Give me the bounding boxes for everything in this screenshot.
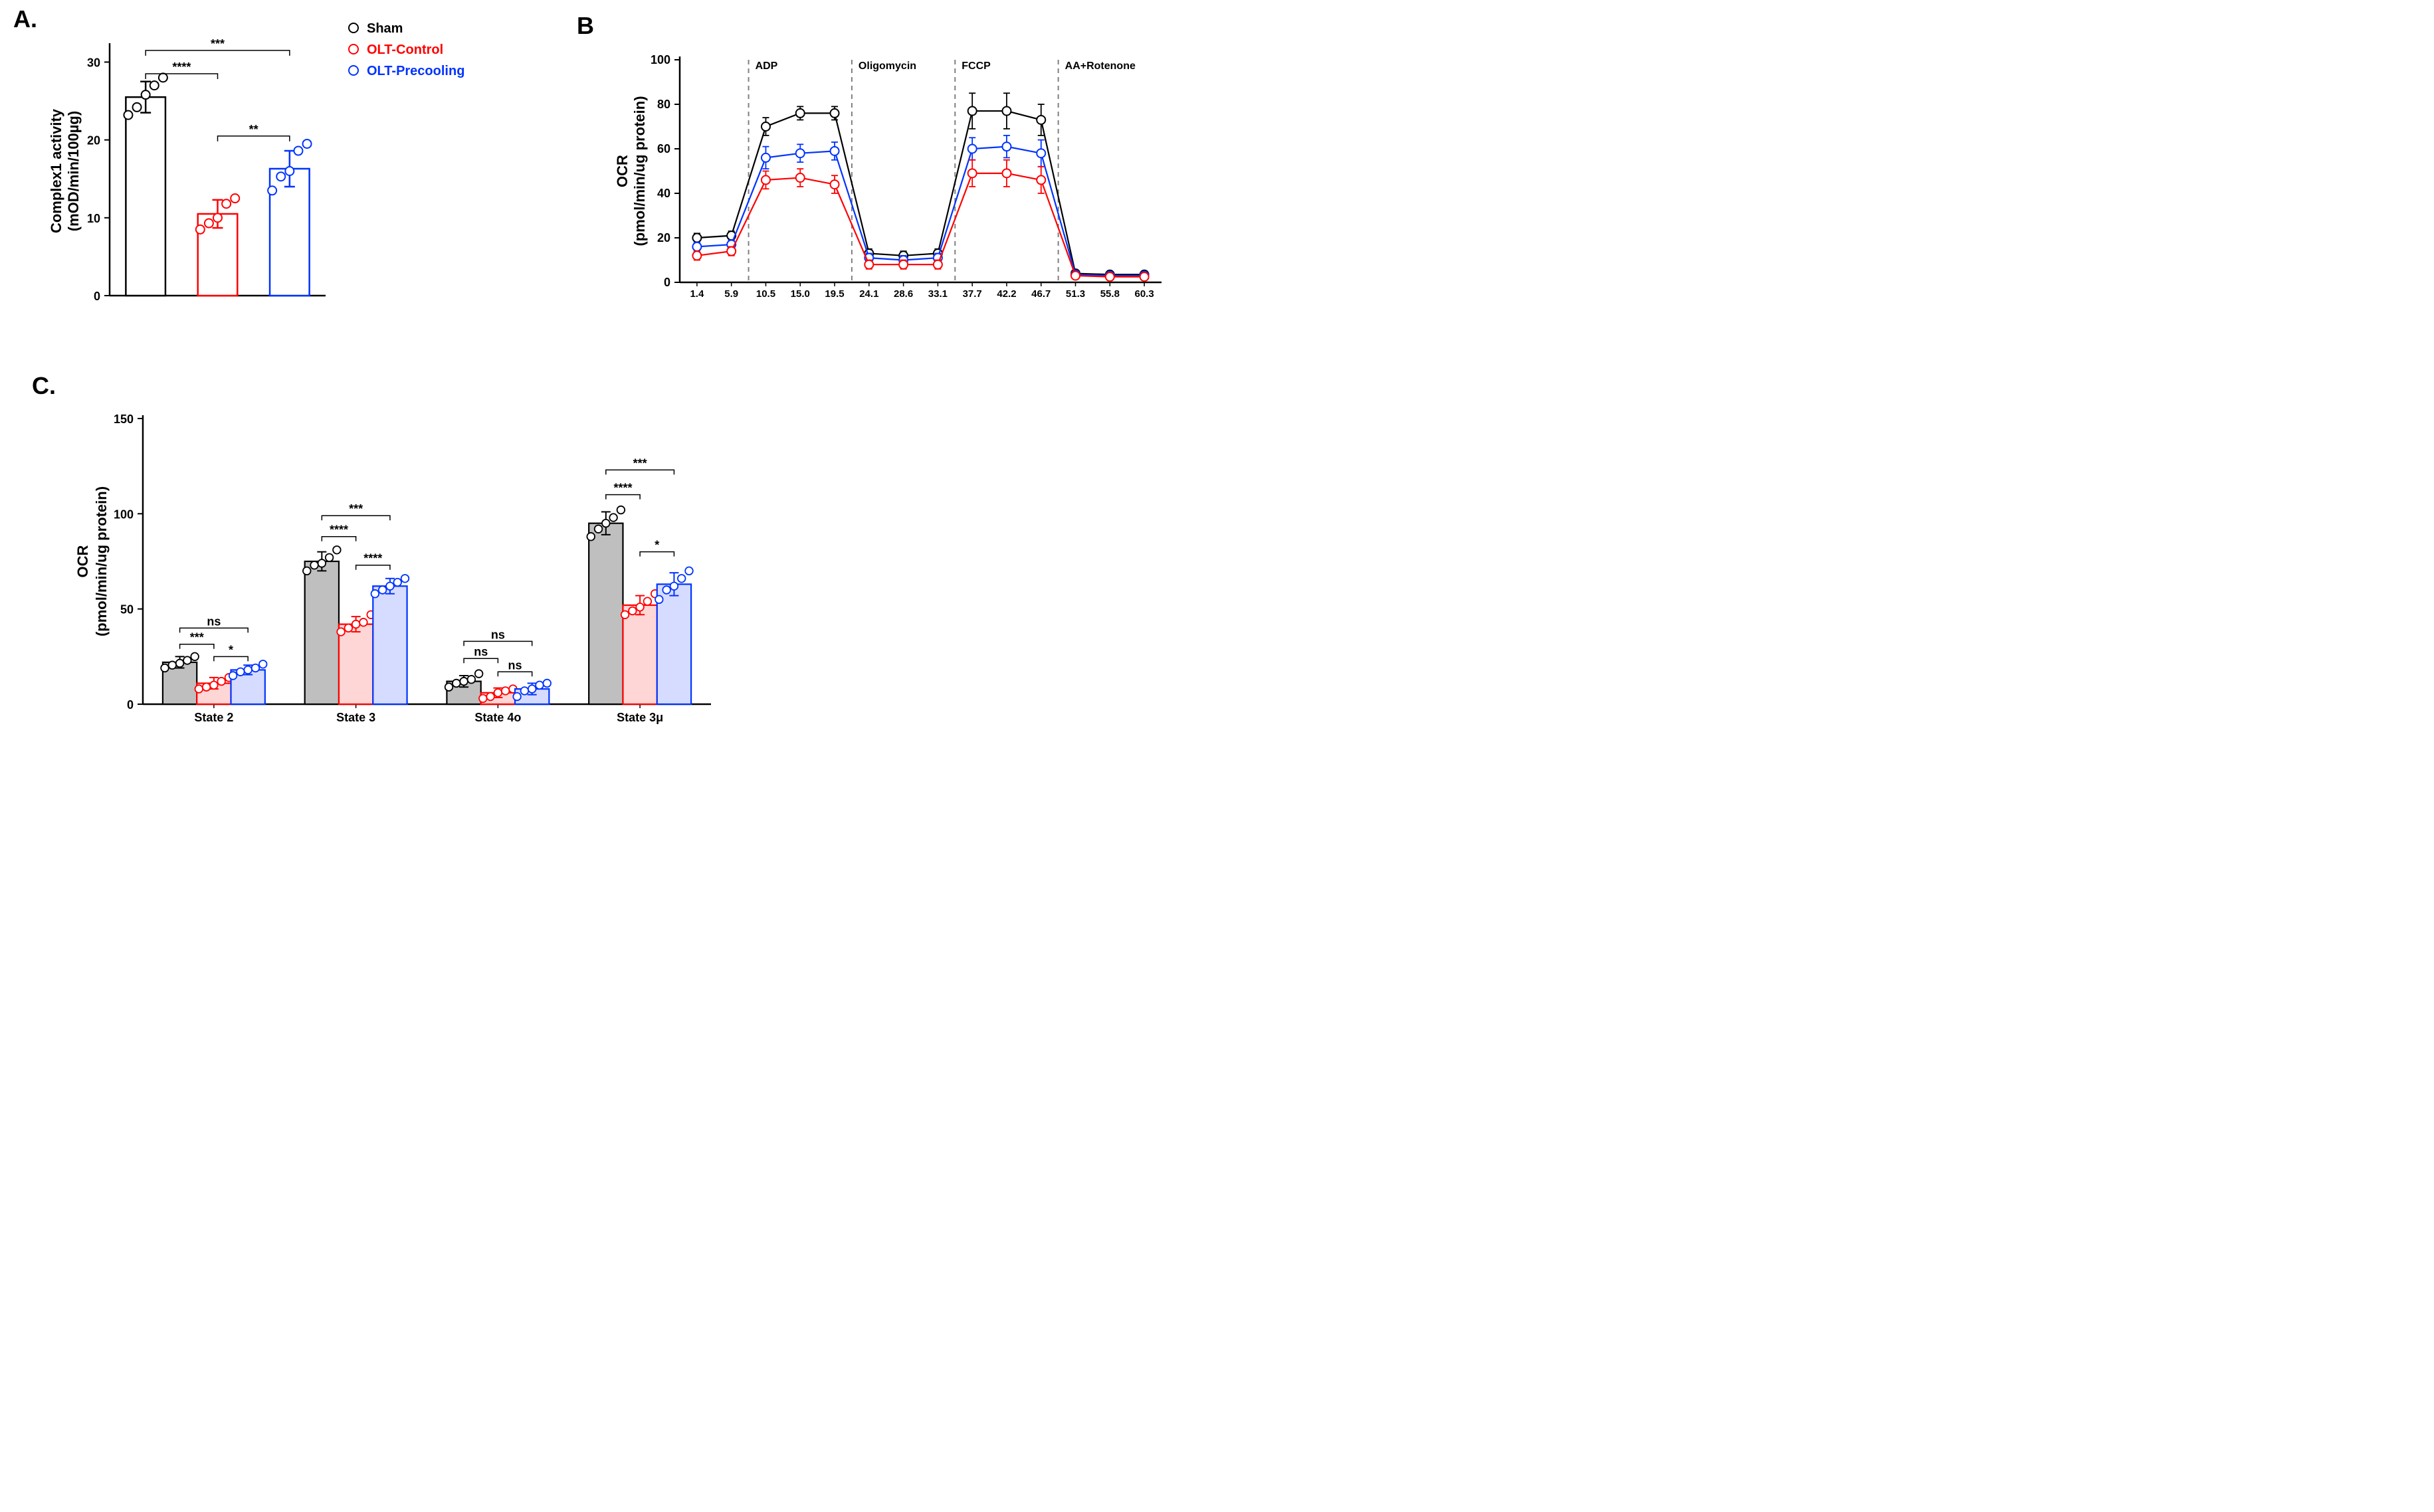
svg-text:20: 20 xyxy=(657,231,670,244)
svg-text:42.2: 42.2 xyxy=(997,288,1016,300)
svg-text:***: *** xyxy=(190,631,204,644)
svg-text:***: *** xyxy=(633,456,647,470)
svg-text:****: **** xyxy=(613,482,632,495)
svg-text:OCR: OCR xyxy=(614,155,631,187)
svg-text:(pmol/min/ug protein): (pmol/min/ug protein) xyxy=(93,486,110,636)
svg-text:10.5: 10.5 xyxy=(756,288,775,300)
svg-text:State 3μ: State 3μ xyxy=(617,711,663,724)
svg-text:****: **** xyxy=(363,552,382,565)
svg-text:60.3: 60.3 xyxy=(1135,288,1154,300)
svg-text:State 3: State 3 xyxy=(336,711,375,724)
svg-text:ns: ns xyxy=(508,658,522,672)
svg-text:1.4: 1.4 xyxy=(690,288,704,300)
svg-text:33.1: 33.1 xyxy=(928,288,948,300)
svg-text:ns: ns xyxy=(491,628,505,641)
svg-text:*: * xyxy=(655,539,659,552)
svg-text:ns: ns xyxy=(207,614,221,628)
svg-text:ns: ns xyxy=(474,645,488,658)
legend-item-label: Sham xyxy=(367,21,403,36)
svg-text:20: 20 xyxy=(87,134,100,147)
svg-text:19.5: 19.5 xyxy=(825,288,844,300)
svg-text:**: ** xyxy=(249,123,258,136)
svg-text:0: 0 xyxy=(94,290,100,303)
svg-text:30: 30 xyxy=(87,56,100,69)
svg-text:40: 40 xyxy=(657,187,670,200)
svg-text:*: * xyxy=(229,643,233,656)
svg-text:60: 60 xyxy=(657,142,670,155)
panel-A-chart: 0 10 20 30 Complex1 activity(mOD/min/100µg) *… xyxy=(40,27,339,319)
legend: Sham OLT-Control OLT-Precooling xyxy=(346,19,545,92)
svg-text:46.7: 46.7 xyxy=(1031,288,1051,300)
svg-text:15.0: 15.0 xyxy=(791,288,810,300)
legend-item-label: OLT-Control xyxy=(367,43,443,57)
svg-text:55.8: 55.8 xyxy=(1100,288,1120,300)
svg-text:51.3: 51.3 xyxy=(1066,288,1085,300)
panel-B-chart: 0 20 40 60 80 100 OCR(pmol/min/ug protein) 1.4 5… xyxy=(610,40,1175,319)
svg-text:****: **** xyxy=(330,523,348,537)
svg-text:150: 150 xyxy=(114,413,134,426)
panel-C-chart: 0 50 100 150 OCR(pmol/min/ug protein) State 2… xyxy=(66,399,731,744)
svg-text:ADP: ADP xyxy=(756,60,778,72)
svg-text:State 2: State 2 xyxy=(194,711,233,724)
panel-label-C: C. xyxy=(32,372,56,400)
svg-text:Oligomycin: Oligomycin xyxy=(859,60,916,72)
svg-text:37.7: 37.7 xyxy=(963,288,982,300)
svg-text:100: 100 xyxy=(114,508,134,521)
panel-label-A: A. xyxy=(13,5,37,33)
panel-label-B: B xyxy=(577,12,594,40)
svg-text:28.6: 28.6 xyxy=(894,288,913,300)
legend-item-label: OLT-Precooling xyxy=(367,64,464,78)
svg-text:Complex1 activity: Complex1 activity xyxy=(48,108,64,233)
svg-text:***: *** xyxy=(349,502,363,516)
svg-text:FCCP: FCCP xyxy=(962,60,991,72)
svg-text:24.1: 24.1 xyxy=(859,288,878,300)
svg-text:(pmol/min/ug protein): (pmol/min/ug protein) xyxy=(631,96,648,246)
svg-text:OCR: OCR xyxy=(74,545,91,577)
svg-text:****: **** xyxy=(172,60,191,74)
svg-text:5.9: 5.9 xyxy=(724,288,738,300)
svg-text:0: 0 xyxy=(664,276,670,289)
svg-text:100: 100 xyxy=(651,53,670,66)
svg-text:0: 0 xyxy=(127,698,134,711)
svg-text:(mOD/min/100µg): (mOD/min/100µg) xyxy=(65,111,82,231)
svg-text:50: 50 xyxy=(120,603,134,616)
svg-text:10: 10 xyxy=(87,212,100,225)
svg-text:***: *** xyxy=(211,37,225,50)
figure-root: A. B C. Sham OLT-Control OLT-Precooling 0 1… xyxy=(0,0,1217,756)
svg-text:AA+Rotenone: AA+Rotenone xyxy=(1065,60,1136,72)
svg-text:State 4o: State 4o xyxy=(474,711,521,724)
svg-text:80: 80 xyxy=(657,98,670,111)
